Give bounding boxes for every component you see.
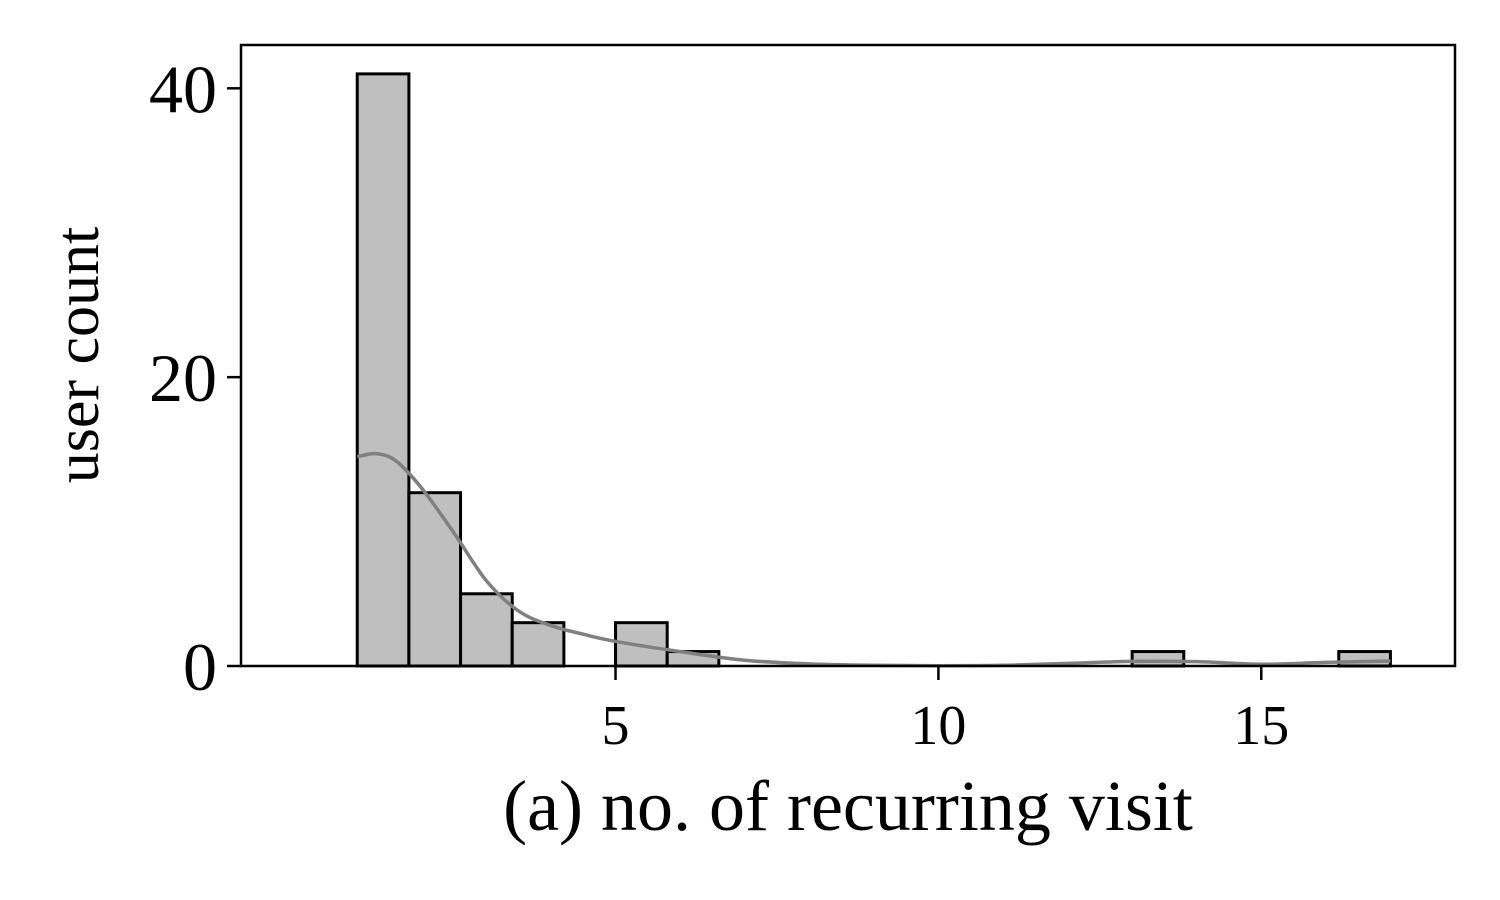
x-axis-ticks: 5 10 15 (602, 666, 1289, 757)
x-tick-label: 5 (602, 695, 630, 757)
histogram-bar (510, 621, 566, 668)
histogram-bars (355, 72, 1392, 668)
histogram-bar (1337, 650, 1392, 668)
kde-curve (356, 451, 1391, 668)
histogram-bar (459, 592, 514, 668)
x-tick-label: 15 (1233, 695, 1289, 757)
y-axis-ticks: 0 20 40 (149, 51, 241, 705)
y-tick-label: 40 (149, 51, 217, 127)
y-tick-label: 0 (183, 629, 217, 705)
histogram-bar (407, 491, 463, 668)
y-axis-label: user count (44, 227, 112, 484)
y-tick-label: 20 (149, 340, 217, 416)
histogram-bar (355, 72, 411, 668)
x-axis-label: (a) no. of recurring visit (503, 766, 1193, 846)
x-tick-label: 10 (910, 695, 966, 757)
plot-frame (239, 43, 1457, 668)
histogram-bar (1130, 650, 1186, 668)
